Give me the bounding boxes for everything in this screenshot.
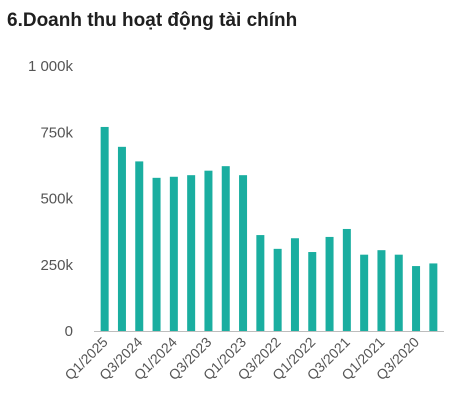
bar-Q2-2023 <box>221 166 230 331</box>
bar-Q2-2022 <box>290 238 299 331</box>
bar-Q4-2024 <box>117 146 126 331</box>
bar-Q1-2022 <box>308 252 317 331</box>
bar-Q4-2020 <box>394 254 403 331</box>
bar-Q4-2021 <box>325 236 334 331</box>
bar-Q1-2021 <box>377 250 386 331</box>
bar-Q3-2022 <box>273 248 282 331</box>
bar-Q2-2021 <box>360 254 369 331</box>
bar-Q3-2020 <box>412 266 421 331</box>
bar-Q2-2024 <box>152 177 161 331</box>
y-tick-label: 750k <box>40 124 73 141</box>
bar-Q3-2024 <box>135 161 144 331</box>
bar-Q4-2023 <box>187 175 196 331</box>
y-tick-label: 250k <box>40 257 73 274</box>
chart-title: 6.Doanh thu hoạt động tài chính <box>7 10 298 31</box>
bar-Q1-2023 <box>239 175 248 331</box>
bar-Q4-2022 <box>256 235 265 331</box>
bar-Q1-2024 <box>169 176 178 331</box>
y-tick-label: 500k <box>40 191 73 208</box>
bar-Q2-2020 <box>429 263 438 331</box>
bar-Q3-2021 <box>342 228 351 331</box>
y-tick-label: 0 <box>65 323 73 340</box>
bar-Q1-2025 <box>100 126 109 331</box>
y-tick-label: 1 000k <box>28 58 74 75</box>
bar-Q3-2023 <box>204 170 213 331</box>
